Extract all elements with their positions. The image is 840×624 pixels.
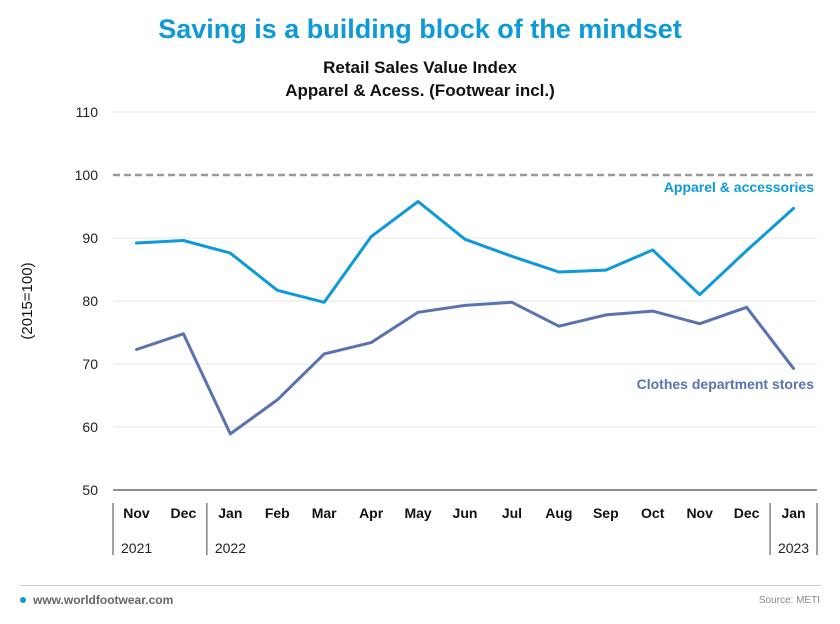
x-tick-label: Nov: [686, 505, 713, 521]
year-label: 2021: [121, 540, 152, 556]
headline: Saving is a building block of the mindse…: [158, 14, 682, 44]
y-tick-label: 50: [82, 482, 98, 498]
x-tick-label: Nov: [123, 505, 150, 521]
x-tick-label: Jul: [502, 505, 522, 521]
chart-subtitle: Apparel & Acess. (Footwear incl.): [285, 81, 555, 100]
x-tick-label: Sep: [593, 505, 619, 521]
footer-divider: [20, 585, 821, 586]
x-tick-label: Mar: [312, 505, 337, 521]
bullet-dot-icon: [20, 597, 26, 603]
y-tick-label: 60: [82, 419, 98, 435]
series-label-apparel: Apparel & accessories: [664, 179, 814, 195]
series-line-clothes: [135, 300, 795, 436]
x-tick-label: Jan: [781, 505, 805, 521]
x-tick-label: Apr: [359, 505, 384, 521]
footer-website[interactable]: www.worldfootwear.com: [33, 593, 174, 607]
x-tick-label: Feb: [265, 505, 290, 521]
x-tick-label: Jan: [218, 505, 242, 521]
series-label-clothes: Clothes department stores: [637, 376, 815, 392]
y-tick-label: 110: [76, 104, 99, 120]
year-label: 2023: [778, 540, 809, 556]
y-tick-label: 70: [82, 356, 98, 372]
series-line-apparel: [135, 200, 795, 304]
footer-source: Source: METI: [758, 595, 820, 606]
x-tick-label: Dec: [171, 505, 197, 521]
x-tick-label: May: [404, 505, 431, 521]
year-label: 2022: [215, 540, 246, 556]
y-axis-label: (2015=100): [19, 262, 36, 339]
chart-title: Retail Sales Value Index: [323, 58, 517, 77]
y-tick-label: 90: [82, 230, 98, 246]
x-tick-label: Oct: [641, 505, 665, 521]
x-tick-label: Dec: [734, 505, 760, 521]
y-tick-label: 80: [82, 293, 98, 309]
x-tick-label: Jun: [453, 505, 478, 521]
y-tick-label: 100: [75, 167, 99, 183]
x-tick-label: Aug: [545, 505, 572, 521]
line-chart: 50 60 70 80 90 100 110 (2015=100) Nov Dec Jan Feb Ma…: [19, 104, 818, 556]
